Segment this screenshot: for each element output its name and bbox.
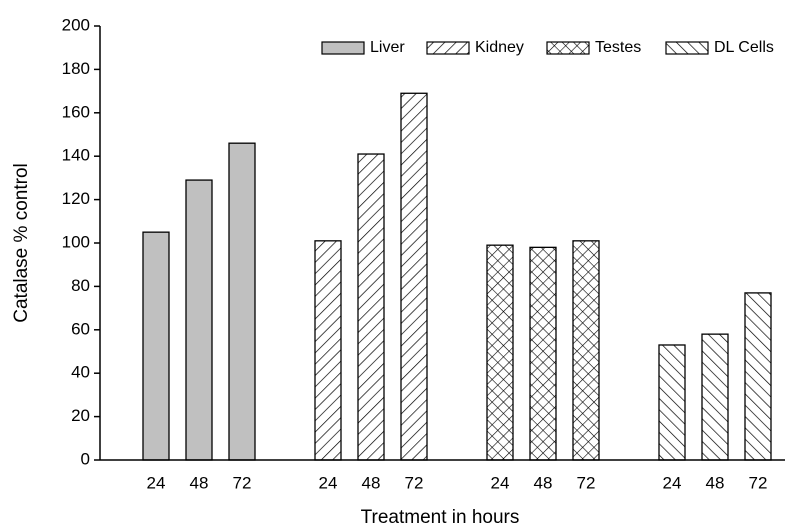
bar (400, 92, 428, 461)
legend-swatch (665, 41, 709, 55)
y-tick-label: 20 (71, 406, 90, 425)
y-tick-label: 40 (71, 363, 90, 382)
bar (572, 240, 600, 461)
bar (658, 344, 686, 461)
x-tick-label: 72 (405, 473, 424, 492)
y-tick-label: 200 (62, 15, 90, 34)
legend-label: Testes (595, 39, 641, 56)
x-tick-label: 72 (749, 473, 768, 492)
legend-label: Liver (370, 39, 405, 56)
x-axis-label: Treatment in hours (361, 507, 520, 528)
legend-swatch (321, 41, 365, 55)
x-tick-label: 48 (362, 473, 381, 492)
y-tick-label: 100 (62, 232, 90, 251)
x-tick-label: 48 (190, 473, 209, 492)
x-tick-label: 24 (319, 473, 338, 492)
bar (744, 292, 772, 461)
bar (529, 246, 557, 461)
y-tick-label: 120 (62, 189, 90, 208)
bar (314, 240, 342, 461)
legend-label: DL Cells (714, 39, 774, 56)
x-tick-label: 48 (706, 473, 725, 492)
x-tick-label: 72 (577, 473, 596, 492)
y-axis-label: Catalase % control (11, 163, 32, 322)
legend-label: Kidney (475, 39, 524, 56)
x-tick-label: 48 (534, 473, 553, 492)
x-tick-label: 24 (491, 473, 510, 492)
x-tick-label: 72 (233, 473, 252, 492)
legend-swatch (546, 41, 590, 55)
bar (486, 244, 514, 461)
bar (228, 142, 256, 461)
bar (357, 153, 385, 461)
y-tick-label: 80 (71, 276, 90, 295)
bar (701, 333, 729, 461)
x-tick-label: 24 (663, 473, 682, 492)
legend-swatch (426, 41, 470, 55)
y-tick-label: 160 (62, 102, 90, 121)
y-tick-label: 180 (62, 59, 90, 78)
bar (185, 179, 213, 461)
x-tick-label: 24 (147, 473, 166, 492)
bar (142, 231, 170, 461)
y-tick-label: 60 (71, 319, 90, 338)
y-tick-label: 0 (81, 449, 90, 468)
y-tick-label: 140 (62, 146, 90, 165)
